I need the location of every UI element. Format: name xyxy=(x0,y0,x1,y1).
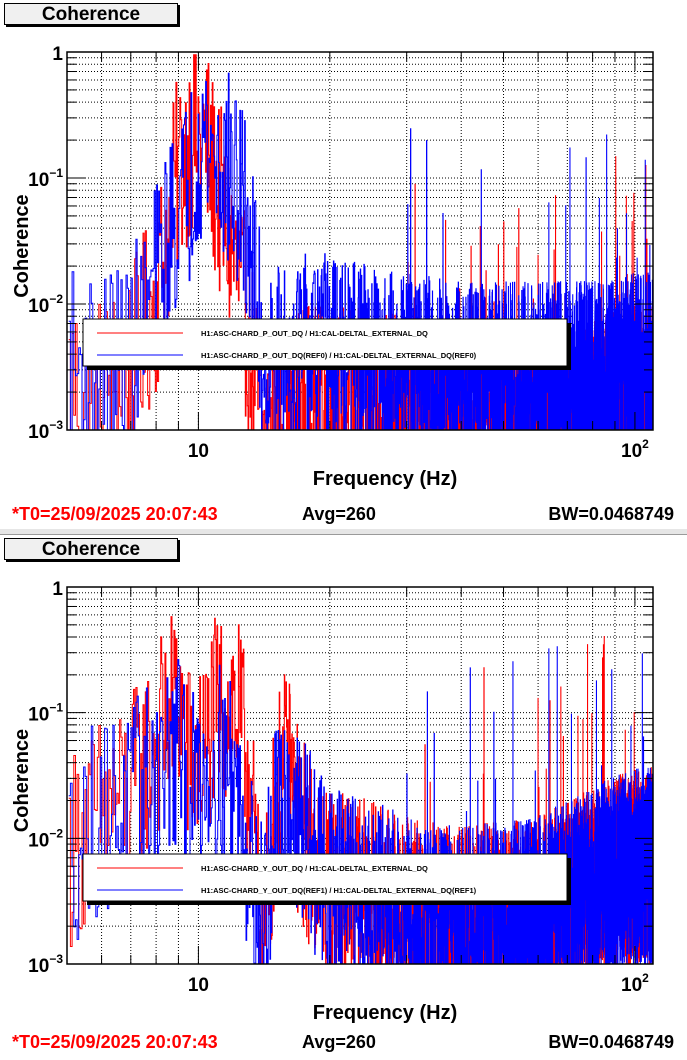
y-tick-label-exponent: −1 xyxy=(49,701,63,715)
x-tick-label-base: 10 xyxy=(621,975,642,996)
x-tick-label: 10 xyxy=(188,441,209,462)
x-tick-label-base: 10 xyxy=(621,441,642,462)
average-count: Avg=260 xyxy=(302,504,376,524)
y-tick-label: 1 xyxy=(52,44,63,65)
legend-label-0: H1:ASC-CHARD_P_OUT_DQ / H1:CAL-DELTAL_EX… xyxy=(201,329,428,338)
y-tick-label-exponent: −2 xyxy=(49,292,63,306)
legend-box xyxy=(82,853,568,902)
x-tick-label: 10 xyxy=(188,975,209,996)
y-tick-label-exponent: −3 xyxy=(49,418,63,432)
legend-label-0: H1:ASC-CHARD_Y_OUT_DQ / H1:CAL-DELTAL_EX… xyxy=(201,864,428,873)
y-tick-label: 1 xyxy=(52,579,63,600)
x-tick-label-exponent: 2 xyxy=(642,437,649,451)
y-tick-label: 10−3 xyxy=(28,418,63,443)
coherence-panel-bottom: Coherence 10 102 1 10−1 10−2 10−3 Frequency (H… xyxy=(0,535,687,1060)
coherence-panel-top: Coherence 10 102 1 10−1 10−2 10−3 Frequency (H… xyxy=(0,0,687,524)
panel-separator xyxy=(0,529,687,535)
y-tick-label-exponent: −1 xyxy=(49,166,63,180)
bandwidth: BW=0.0468749 xyxy=(548,1032,674,1052)
y-tick-label-exponent: −3 xyxy=(49,952,63,966)
average-count: Avg=260 xyxy=(302,1032,376,1052)
bandwidth: BW=0.0468749 xyxy=(548,504,674,524)
y-tick-label-base: 10 xyxy=(28,956,49,977)
y-tick-label: 10−1 xyxy=(28,166,63,191)
x-axis-title: Frequency (Hz) xyxy=(313,468,457,490)
legend: H1:ASC-CHARD_P_OUT_DQ / H1:CAL-DELTAL_EX… xyxy=(82,318,571,370)
y-tick-label: 10−1 xyxy=(28,701,63,726)
y-tick-label-base: 10 xyxy=(28,830,49,851)
series-line-1 xyxy=(68,646,653,964)
panel-title: Coherence xyxy=(4,538,178,560)
y-tick-label-base: 10 xyxy=(28,705,49,726)
y-axis-title: Coherence xyxy=(11,194,33,297)
y-tick-label: 10−2 xyxy=(28,292,63,317)
y-tick-label-base: 10 xyxy=(28,422,49,443)
x-tick-label-exponent: 2 xyxy=(642,971,649,985)
y-tick-label-base: 10 xyxy=(28,296,49,317)
y-tick-label: 10−2 xyxy=(28,826,63,851)
ticks xyxy=(66,51,653,431)
panel-title: Coherence xyxy=(4,3,178,25)
y-axis-title: Coherence xyxy=(11,729,33,832)
x-tick-label: 102 xyxy=(621,437,649,462)
plot-frame xyxy=(66,586,654,965)
t0-timestamp: *T0=25/09/2025 20:07:43 xyxy=(12,1032,218,1052)
ticks xyxy=(66,586,653,965)
legend-label-1: H1:ASC-CHARD_P_OUT_DQ(REF0) / H1:CAL-DEL… xyxy=(201,351,477,360)
x-tick-label: 102 xyxy=(621,971,649,996)
legend-box xyxy=(82,318,568,367)
legend: H1:ASC-CHARD_Y_OUT_DQ / H1:CAL-DELTAL_EX… xyxy=(82,853,571,905)
traces xyxy=(68,616,653,964)
y-tick-label: 10−3 xyxy=(28,952,63,977)
t0-timestamp: *T0=25/09/2025 20:07:43 xyxy=(12,504,218,524)
y-tick-label-base: 10 xyxy=(28,170,49,191)
legend-label-1: H1:ASC-CHARD_Y_OUT_DQ(REF1) / H1:CAL-DEL… xyxy=(201,886,477,895)
x-axis-title: Frequency (Hz) xyxy=(313,1002,457,1024)
y-tick-label-exponent: −2 xyxy=(49,826,63,840)
plot-frame xyxy=(66,51,654,431)
